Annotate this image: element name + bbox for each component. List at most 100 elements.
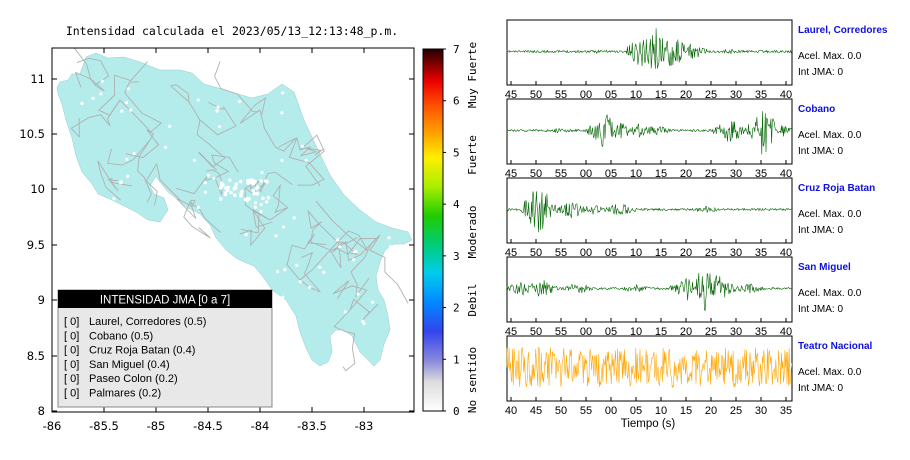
waveform-frame — [506, 19, 793, 86]
waveform-tick-label: 35 — [755, 247, 767, 259]
station-int: Int JMA: 0 — [798, 146, 843, 157]
town-marker — [126, 87, 130, 91]
colorbar-label: Moderado — [466, 206, 479, 259]
town-marker — [238, 179, 243, 184]
waveform-trace — [506, 28, 793, 69]
town-marker — [260, 170, 264, 175]
colorbar-label: No sentido — [466, 347, 479, 413]
town-marker — [281, 295, 285, 299]
road — [349, 298, 379, 320]
waveform-tick-label: 30 — [755, 405, 767, 417]
waveform-tick-label: 05 — [630, 405, 642, 417]
town-marker — [216, 105, 220, 109]
colorbar-tick-label: 1 — [453, 353, 460, 366]
town-marker — [164, 145, 168, 149]
town-marker — [265, 179, 269, 184]
waveform-panel: 45 50 55 00 05 10 15 20 25 30 35 40 Laurel, Corredor… — [505, 19, 888, 101]
town-marker — [228, 178, 232, 182]
waveform-trace — [506, 346, 793, 389]
legend-item-label: San Miguel (0.4) — [89, 359, 170, 371]
town-marker — [129, 108, 133, 112]
waveform-tick-label: 30 — [730, 168, 742, 180]
road — [145, 162, 181, 206]
town-marker — [159, 187, 163, 191]
town-marker — [246, 178, 250, 183]
waveform-tick-label: 00 — [580, 326, 592, 338]
town-marker — [124, 101, 129, 105]
legend-item-value: [ 0] — [64, 330, 79, 342]
legend-item-label: Cruz Roja Batan (0.4) — [89, 345, 195, 357]
town-marker — [251, 178, 255, 183]
waveform-tick-label: 10 — [630, 247, 642, 259]
waveform-tick-label: 25 — [705, 247, 717, 259]
town-marker — [196, 98, 200, 102]
waveform-tick-label: 45 — [530, 405, 542, 417]
waveform-tick-label: 35 — [755, 89, 767, 101]
town-marker — [112, 197, 116, 201]
station-int: Int JMA: 0 — [798, 225, 843, 236]
waveform-tick-label: 25 — [705, 89, 717, 101]
town-marker — [356, 292, 360, 296]
station-name: Cobano — [798, 104, 835, 115]
town-marker — [336, 238, 340, 242]
road — [73, 48, 96, 86]
legend-item-value: [ 0] — [64, 316, 79, 328]
town-marker — [371, 300, 375, 304]
station-name: San Miguel — [798, 262, 851, 273]
waveform-tick-label: 05 — [605, 247, 617, 259]
waveform-tick-label: 55 — [580, 405, 592, 417]
waveform-tick-label: 05 — [605, 326, 617, 338]
road — [107, 139, 151, 166]
town-marker — [388, 245, 392, 249]
town-marker — [233, 186, 238, 190]
town-marker — [276, 269, 280, 274]
waveform-tick-label: 40 — [780, 247, 792, 259]
colorbar-label: Debil — [466, 283, 479, 316]
road — [239, 96, 267, 124]
waveform-tick-label: 10 — [630, 168, 642, 180]
legend-item-label: Palmares (0.2) — [89, 388, 161, 400]
town-marker — [119, 181, 123, 185]
road — [199, 101, 237, 136]
station-int: Int JMA: 0 — [798, 383, 843, 394]
waveform-tick-label: 50 — [555, 405, 567, 417]
waveform-trace — [506, 191, 792, 233]
road — [137, 139, 152, 203]
map-ytick-label: 10.5 — [19, 127, 45, 141]
town-marker — [229, 190, 233, 195]
road — [241, 210, 271, 234]
station-name: Laurel, Corredores — [798, 25, 888, 36]
waveform-tick-label: 55 — [555, 168, 567, 180]
town-marker — [265, 200, 269, 204]
town-marker — [239, 192, 243, 196]
map-panel: -86 -85.5 -85 -84.5 -84 -83.5 -83 11 10.5 10 9.5 9 8… — [19, 47, 415, 433]
waveform-tick-label: 00 — [605, 405, 617, 417]
station-name: Teatro Nacional — [798, 341, 872, 352]
waveform-tick-label: 50 — [530, 89, 542, 101]
colorbar-tick-label: 2 — [453, 302, 460, 315]
road — [176, 175, 216, 195]
waveform-tick-label: 15 — [655, 247, 667, 259]
town-marker — [280, 158, 284, 162]
road — [179, 199, 221, 233]
waveform-panel: 40 45 50 55 00 05 10 15 20 25 30 35 Teatro Nacional A… — [505, 335, 872, 417]
town-marker — [255, 192, 260, 196]
legend-header — [58, 290, 272, 308]
legend-item-label: Cobano (0.5) — [89, 330, 153, 342]
map-ytick-label: 9 — [38, 293, 45, 307]
town-marker — [274, 234, 278, 238]
road — [299, 134, 325, 187]
town-marker — [219, 181, 224, 185]
map-title: Intensidad calculada el 2023/05/13_12:13… — [66, 24, 398, 38]
waveform-tick-label: 40 — [780, 168, 792, 180]
waveform-panel: 45 50 55 00 05 10 15 20 25 30 35 40 San Miguel Acel. … — [505, 256, 862, 338]
waveform-tick-label: 25 — [705, 168, 717, 180]
map-ytick-label: 9.5 — [27, 238, 45, 252]
town-marker — [259, 210, 263, 214]
town-marker — [175, 209, 179, 213]
town-marker — [300, 144, 304, 148]
legend-item-value: [ 0] — [64, 345, 79, 357]
town-marker — [223, 192, 228, 197]
map-xtick-label: -84 — [251, 419, 270, 433]
road — [288, 136, 325, 186]
